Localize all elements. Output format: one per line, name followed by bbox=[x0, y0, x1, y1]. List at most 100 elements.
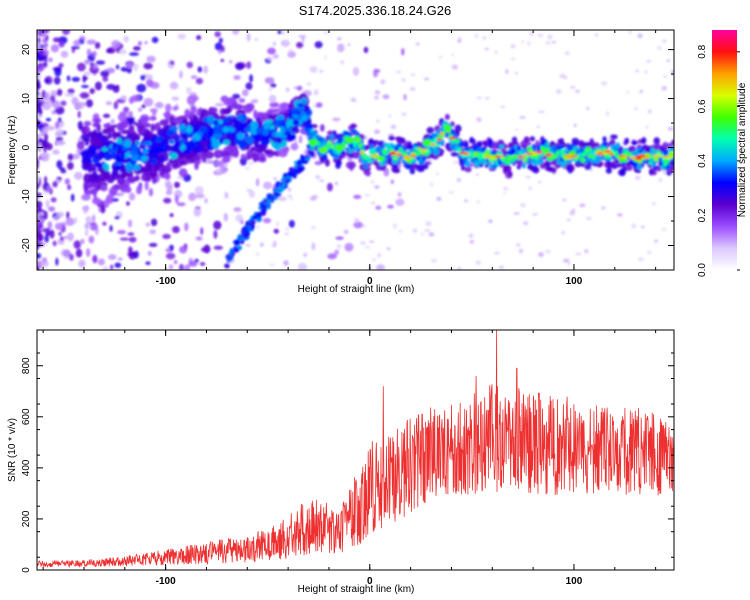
noise-blob bbox=[267, 56, 274, 61]
band-peak-blob bbox=[517, 155, 524, 159]
noise-blob bbox=[334, 181, 338, 186]
noise-blob bbox=[520, 203, 526, 208]
noise-blob bbox=[45, 117, 52, 122]
band-blob bbox=[150, 123, 156, 132]
noise-blob bbox=[306, 82, 312, 86]
noise-blob bbox=[49, 229, 55, 239]
noise-blob bbox=[145, 222, 151, 227]
noise-blob bbox=[515, 128, 519, 131]
band-core-blob bbox=[661, 156, 666, 163]
band-mid-blob bbox=[363, 165, 369, 170]
noise-blob bbox=[73, 39, 81, 47]
band-blob bbox=[96, 125, 101, 132]
band-core-blob bbox=[605, 155, 612, 159]
arm-blob bbox=[300, 115, 308, 122]
noise-blob bbox=[457, 38, 462, 44]
band-halo-blob bbox=[463, 141, 469, 148]
noise-blob bbox=[232, 30, 240, 35]
noise-blob bbox=[315, 102, 323, 108]
noise-blob bbox=[634, 107, 638, 111]
band-core-blob bbox=[112, 141, 118, 150]
band-halo-blob bbox=[350, 123, 358, 129]
band-peak-blob bbox=[308, 139, 317, 147]
noise-blob bbox=[81, 84, 89, 89]
band-blob bbox=[179, 160, 186, 166]
noise-blob bbox=[337, 46, 344, 51]
band-halo-blob bbox=[409, 167, 416, 175]
noise-blob bbox=[390, 179, 394, 185]
noise-blob bbox=[522, 220, 529, 226]
band-core-blob bbox=[619, 157, 624, 163]
noise-blob bbox=[371, 201, 375, 205]
noise-blob bbox=[245, 82, 253, 91]
band-core-blob bbox=[222, 126, 230, 133]
noise-blob bbox=[436, 196, 442, 202]
band-mid-blob bbox=[322, 154, 328, 161]
noise-blob bbox=[380, 79, 386, 85]
band-blob bbox=[274, 108, 280, 113]
branch-blob bbox=[232, 247, 240, 253]
band-core-blob bbox=[435, 143, 440, 148]
band-core-blob bbox=[102, 162, 108, 170]
band-blob bbox=[81, 126, 87, 135]
noise-blob bbox=[173, 181, 181, 189]
colorbar-tick-label: 0.4 bbox=[697, 154, 708, 168]
figure-title: S174.2025.336.18.24.G26 bbox=[299, 3, 452, 18]
band-core-blob bbox=[186, 125, 193, 134]
band-blob bbox=[279, 111, 285, 116]
noise-blob bbox=[56, 160, 63, 169]
branch-blob bbox=[285, 176, 292, 180]
band-core-blob bbox=[228, 127, 236, 133]
noise-blob bbox=[79, 92, 90, 99]
band-blob bbox=[246, 149, 254, 159]
branch-blob bbox=[274, 187, 280, 193]
band-core-blob bbox=[505, 159, 510, 165]
noise-blob bbox=[40, 30, 50, 34]
band-blob bbox=[136, 184, 143, 195]
noise-blob bbox=[401, 48, 405, 56]
noise-blob bbox=[55, 128, 64, 137]
noise-blob bbox=[58, 63, 64, 68]
noise-blob bbox=[662, 170, 667, 175]
band-halo-blob bbox=[631, 140, 639, 145]
noise-blob bbox=[323, 31, 329, 35]
noise-blob bbox=[37, 30, 40, 36]
noise-blob bbox=[73, 171, 83, 180]
band-blob bbox=[83, 205, 90, 212]
noise-blob bbox=[272, 41, 277, 47]
noise-blob bbox=[555, 89, 562, 94]
band-peak-blob bbox=[458, 151, 468, 155]
band-mid-blob bbox=[376, 146, 384, 153]
spectrogram-heatmap bbox=[37, 30, 674, 270]
band-peak-blob bbox=[638, 154, 646, 157]
snr-xlabel: Height of straight line (km) bbox=[298, 584, 415, 595]
band-peak-blob bbox=[545, 153, 553, 157]
band-mid-blob bbox=[432, 148, 440, 156]
branch-blob bbox=[266, 202, 271, 210]
band-halo-blob bbox=[365, 170, 371, 177]
band-peak-blob bbox=[335, 144, 344, 152]
noise-blob bbox=[95, 60, 106, 65]
noise-blob bbox=[374, 129, 381, 134]
noise-blob bbox=[38, 106, 43, 116]
noise-blob bbox=[551, 40, 557, 44]
arm-blob bbox=[285, 120, 291, 128]
band-mid-blob bbox=[333, 154, 340, 160]
band-blob bbox=[173, 116, 182, 125]
noise-blob bbox=[288, 194, 292, 198]
noise-blob bbox=[43, 146, 47, 154]
noise-blob bbox=[173, 260, 178, 265]
band-blob bbox=[128, 110, 133, 118]
noise-blob bbox=[54, 121, 60, 130]
noise-blob bbox=[456, 177, 462, 183]
noise-blob bbox=[510, 44, 516, 49]
noise-blob bbox=[386, 247, 391, 251]
band-mid-blob bbox=[465, 160, 471, 167]
noise-blob bbox=[566, 258, 570, 263]
noise-blob bbox=[452, 160, 459, 164]
noise-blob bbox=[37, 118, 40, 126]
band-core-blob bbox=[129, 150, 138, 156]
band-blob bbox=[151, 148, 162, 154]
noise-blob bbox=[112, 198, 119, 202]
noise-blob bbox=[525, 175, 531, 180]
